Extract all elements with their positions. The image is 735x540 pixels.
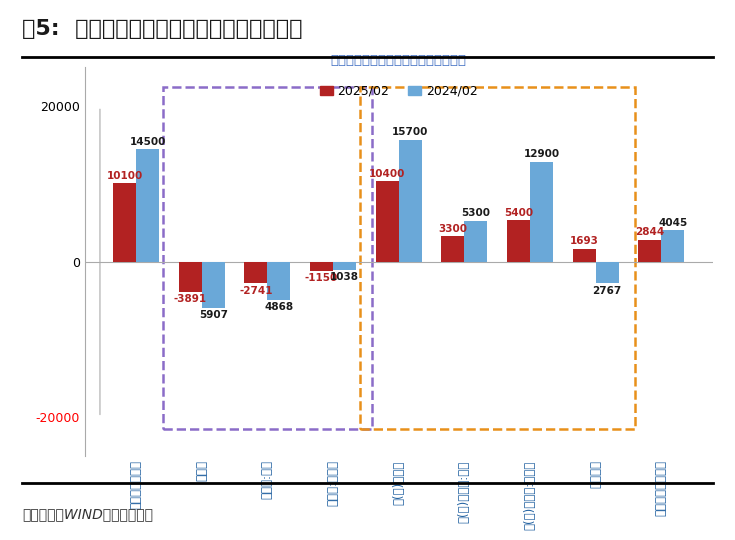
Bar — [573, 249, 596, 262]
Bar — [398, 140, 422, 262]
Bar — [639, 240, 662, 262]
Bar — [136, 149, 159, 262]
Text: -3891: -3891 — [173, 294, 207, 305]
Text: 12900: 12900 — [523, 149, 559, 159]
Legend: 2025/02, 2024/02: 2025/02, 2024/02 — [315, 79, 482, 103]
Bar — [179, 262, 201, 292]
Text: 2767: 2767 — [592, 286, 622, 296]
Bar — [507, 220, 530, 262]
Bar — [162, 87, 372, 429]
Bar — [530, 161, 553, 262]
Text: 金融机构新增人民币贷款规模（亿元）: 金融机构新增人民币贷款规模（亿元） — [331, 55, 467, 68]
Text: 10400: 10400 — [369, 168, 406, 179]
Bar — [113, 184, 136, 262]
Text: 5400: 5400 — [504, 207, 533, 218]
Text: 1693: 1693 — [570, 237, 599, 246]
Text: 1038: 1038 — [330, 272, 359, 282]
Bar — [376, 181, 398, 262]
Bar — [201, 262, 225, 308]
Text: 图5:  金融机构新增人民币贷款规模（亿元）: 图5: 金融机构新增人民币贷款规模（亿元） — [22, 19, 303, 39]
Bar — [662, 231, 684, 262]
Text: 2844: 2844 — [635, 227, 664, 238]
Bar — [268, 262, 290, 300]
Text: 4868: 4868 — [265, 302, 293, 312]
Bar — [442, 236, 465, 262]
Text: 10100: 10100 — [107, 171, 143, 181]
Bar — [333, 262, 356, 270]
Bar — [310, 262, 333, 271]
Text: 5300: 5300 — [462, 208, 490, 218]
Text: -2741: -2741 — [239, 286, 273, 295]
Text: -1150: -1150 — [305, 273, 338, 283]
Text: 15700: 15700 — [392, 127, 429, 138]
Text: 14500: 14500 — [129, 137, 166, 147]
Bar — [596, 262, 619, 284]
Bar — [245, 262, 268, 283]
Bar — [465, 221, 487, 262]
Text: 4045: 4045 — [659, 218, 687, 228]
Text: 资料来源：WIND，财信研究院: 资料来源：WIND，财信研究院 — [22, 507, 153, 521]
Text: 5907: 5907 — [198, 310, 228, 320]
Bar — [359, 87, 635, 429]
Text: 3300: 3300 — [438, 224, 467, 234]
